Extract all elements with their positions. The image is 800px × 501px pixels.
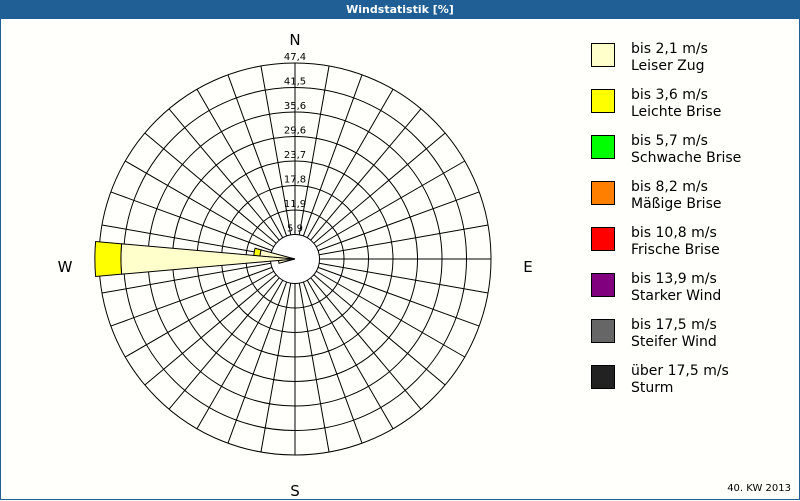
compass-label-N: N bbox=[289, 31, 300, 49]
legend-swatch bbox=[591, 365, 615, 389]
legend-swatch bbox=[591, 135, 615, 159]
legend-speed: bis 8,2 m/s bbox=[631, 179, 708, 195]
grid-spoke bbox=[227, 281, 288, 444]
radial-tick-label: 29,6 bbox=[284, 126, 306, 137]
chart-title: Windstatistik [%] bbox=[1, 1, 799, 19]
legend-description: Leiser Zug bbox=[631, 58, 705, 74]
grid-spoke bbox=[101, 262, 271, 294]
radial-tick-label: 5,9 bbox=[287, 224, 303, 235]
grid-spoke bbox=[319, 224, 489, 256]
legend-speed: bis 5,7 m/s bbox=[631, 133, 708, 149]
grid-spoke bbox=[317, 191, 480, 252]
legend-label: bis 10,8 m/s Frische Brise bbox=[631, 225, 720, 259]
legend-label: bis 13,9 m/s Starker Wind bbox=[631, 271, 721, 305]
grid-spoke bbox=[302, 281, 363, 444]
grid-spoke bbox=[110, 191, 273, 252]
grid-spoke bbox=[144, 132, 277, 244]
grid-spoke bbox=[313, 132, 446, 244]
grid-spoke bbox=[310, 108, 422, 241]
legend-description: Leichte Brise bbox=[631, 104, 722, 120]
legend-label: bis 5,7 m/s Schwache Brise bbox=[631, 133, 741, 167]
compass-label-W: W bbox=[58, 258, 73, 276]
radial-tick-label: 47,4 bbox=[284, 52, 306, 63]
legend-swatch bbox=[591, 319, 615, 343]
grid-spoke bbox=[101, 224, 271, 256]
legend-description: Mäßige Brise bbox=[631, 196, 722, 212]
legend-label: bis 2,1 m/s Leiser Zug bbox=[631, 41, 708, 75]
radial-tick-label: 23,7 bbox=[284, 150, 306, 161]
legend-description: Steifer Wind bbox=[631, 334, 717, 350]
radial-tick-label: 35,6 bbox=[284, 101, 306, 112]
petal-segment bbox=[120, 243, 296, 275]
grid-spoke bbox=[260, 283, 292, 453]
grid-spoke bbox=[168, 108, 280, 241]
grid-spoke bbox=[319, 262, 489, 294]
legend-speed: über 17,5 m/s bbox=[631, 363, 729, 379]
legend-label: über 17,5 m/s Sturm bbox=[631, 363, 729, 397]
grid-spoke bbox=[306, 89, 394, 239]
grid-spoke bbox=[196, 279, 284, 429]
legend-speed: bis 3,6 m/s bbox=[631, 87, 708, 103]
legend-description: Schwache Brise bbox=[631, 150, 742, 166]
legend-speed: bis 17,5 m/s bbox=[631, 317, 717, 333]
radial-tick-label: 41,5 bbox=[284, 77, 306, 88]
grid-spoke bbox=[315, 270, 465, 358]
petal-segment bbox=[94, 241, 123, 277]
radial-tick-label: 11,9 bbox=[284, 199, 306, 210]
legend-swatch bbox=[591, 43, 615, 67]
legend-swatch bbox=[591, 273, 615, 297]
legend-swatch bbox=[591, 89, 615, 113]
petal-segment bbox=[253, 247, 262, 257]
grid-spoke bbox=[313, 274, 446, 386]
grid-spoke bbox=[310, 277, 422, 410]
legend-label: bis 17,5 m/s Steifer Wind bbox=[631, 317, 717, 351]
grid-spoke bbox=[144, 274, 277, 386]
grid-spoke bbox=[298, 65, 330, 235]
legend-description: Starker Wind bbox=[631, 288, 722, 304]
legend-label: bis 8,2 m/s Mäßige Brise bbox=[631, 179, 721, 213]
legend-swatch bbox=[591, 181, 615, 205]
legend-description: Sturm bbox=[631, 380, 674, 396]
legend-speed: bis 2,1 m/s bbox=[631, 41, 708, 57]
grid-spoke bbox=[125, 270, 275, 358]
legend-speed: bis 10,8 m/s bbox=[631, 225, 717, 241]
week-label: 40. KW 2013 bbox=[727, 483, 791, 494]
grid-spoke bbox=[298, 283, 330, 453]
radial-tick-label: 17,8 bbox=[284, 175, 306, 186]
legend-description: Frische Brise bbox=[631, 242, 720, 258]
grid-spoke bbox=[315, 160, 465, 248]
grid-spoke bbox=[125, 160, 275, 248]
grid-spoke bbox=[168, 277, 280, 410]
grid-spoke bbox=[302, 74, 363, 237]
compass-label-S: S bbox=[290, 482, 300, 500]
legend-speed: bis 13,9 m/s bbox=[631, 271, 717, 287]
legend-label: bis 3,6 m/s Leichte Brise bbox=[631, 87, 721, 121]
grid-spoke bbox=[196, 89, 284, 239]
grid-spoke bbox=[317, 266, 480, 327]
grid-spoke bbox=[260, 65, 292, 235]
grid-spoke bbox=[306, 279, 394, 429]
legend-swatch bbox=[591, 227, 615, 251]
grid-spoke bbox=[227, 74, 288, 237]
grid-spoke bbox=[110, 266, 273, 327]
compass-label-E: E bbox=[523, 258, 532, 276]
